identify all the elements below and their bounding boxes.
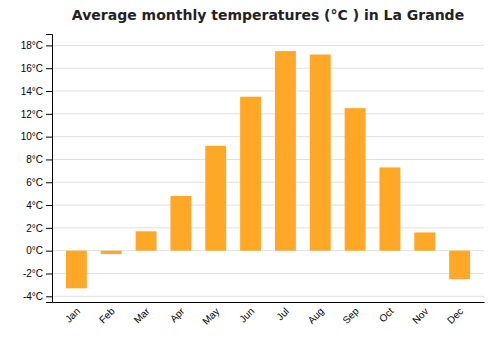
bars (66, 51, 470, 288)
bar (310, 55, 331, 251)
x-axis-line (53, 302, 485, 303)
y-tick: -2°C (23, 268, 52, 279)
bar (170, 196, 191, 251)
y-tick: 4°C (26, 200, 52, 211)
grid-line (52, 68, 484, 69)
grid-line (52, 205, 484, 206)
x-tick-label: Oct (377, 305, 396, 324)
x-tick: Oct (377, 305, 396, 324)
bar (379, 167, 400, 250)
bar (205, 146, 226, 251)
x-tick: Aug (306, 306, 326, 326)
grid-line (52, 159, 484, 160)
y-tick: 16°C (21, 63, 52, 74)
x-tick: Apr (168, 305, 187, 324)
grid-line (52, 136, 484, 137)
y-axis-line (46, 35, 53, 303)
x-tick: Mar (132, 305, 152, 325)
bar (136, 231, 157, 250)
x-tick-label: Jul (274, 306, 291, 323)
bar (449, 251, 470, 280)
y-tick-label: 10°C (21, 131, 43, 142)
grid-line (52, 45, 484, 46)
y-tick: -4°C (23, 291, 52, 302)
bar (345, 108, 366, 251)
x-tick-label: Dec (445, 306, 465, 326)
y-tick-mark (46, 273, 52, 274)
y-tick-mark (46, 251, 52, 252)
y-tick: 12°C (21, 109, 52, 120)
bar (66, 251, 87, 289)
grid-line (52, 182, 484, 183)
y-tick-mark (46, 205, 52, 206)
y-tick-label: 4°C (26, 200, 43, 211)
grid-line (52, 91, 484, 92)
y-tick-mark (46, 68, 52, 69)
y-tick-mark (46, 137, 52, 138)
bar (101, 251, 122, 254)
bar (240, 97, 261, 251)
x-tick-label: Mar (132, 305, 152, 325)
x-tick: Feb (97, 305, 117, 325)
y-tick-mark (46, 296, 52, 297)
y-tick-label: 18°C (21, 40, 43, 51)
x-tick-label: Feb (97, 305, 117, 325)
x-tick: May (200, 306, 221, 327)
y-tick-label: 14°C (21, 86, 43, 97)
y-tick: 6°C (26, 177, 52, 188)
plot: -4°C -2°C 0°C 2°C 4°C 6°C 8°C 10°C 12°C 14°C 16°C 1… (21, 35, 485, 327)
y-tick-label: -2°C (23, 268, 43, 279)
x-tick: Jun (237, 306, 256, 325)
y-tick-label: 0°C (26, 245, 43, 256)
y-tick: 14°C (21, 86, 52, 97)
x-tick: Sep (340, 305, 361, 326)
grid-line (52, 296, 484, 297)
grid (52, 45, 484, 296)
x-tick-label: Sep (340, 305, 361, 326)
y-tick-label: 6°C (26, 177, 43, 188)
y-tick-mark (46, 228, 52, 229)
bar (275, 51, 296, 251)
x-tick: Nov (410, 306, 430, 326)
grid-line (52, 113, 484, 114)
grid-line (52, 273, 484, 274)
y-tick-mark (46, 91, 52, 92)
y-tick-label: -4°C (23, 291, 43, 302)
y-axis: -4°C -2°C 0°C 2°C 4°C 6°C 8°C 10°C 12°C 14°C 16°C 1… (21, 35, 53, 303)
x-tick-label: Apr (168, 305, 187, 324)
y-tick: 0°C (26, 245, 52, 256)
y-tick: 18°C (21, 40, 52, 51)
y-tick: 8°C (26, 154, 52, 165)
x-tick-label: Jun (237, 306, 256, 325)
grid-line (52, 227, 484, 228)
x-tick: Jan (63, 306, 82, 325)
y-tick-label: 8°C (26, 154, 43, 165)
y-tick-label: 12°C (21, 109, 43, 120)
x-tick: Jul (274, 306, 291, 323)
chart: -4°C -2°C 0°C 2°C 4°C 6°C 8°C 10°C 12°C 14°C 16°C 1… (0, 0, 500, 350)
x-tick-label: Nov (410, 306, 430, 326)
y-tick-label: 16°C (21, 63, 43, 74)
title: Average monthly temperatures (°C ) in La… (72, 7, 464, 23)
x-tick: Dec (445, 306, 465, 326)
y-tick-mark (46, 114, 52, 115)
y-tick-mark (46, 45, 52, 46)
y-tick: 2°C (26, 223, 52, 234)
y-tick-mark (46, 159, 52, 160)
y-tick-label: 2°C (26, 223, 43, 234)
x-tick-label: May (200, 306, 221, 327)
x-tick-label: Jan (63, 306, 82, 325)
y-tick-mark (46, 182, 52, 183)
x-tick-label: Aug (306, 306, 326, 326)
x-axis: Jan Feb Mar Apr May Jun Jul Aug Sep Oct Nov Dec (53, 303, 485, 327)
y-tick: 10°C (21, 131, 52, 142)
bar (414, 232, 435, 250)
